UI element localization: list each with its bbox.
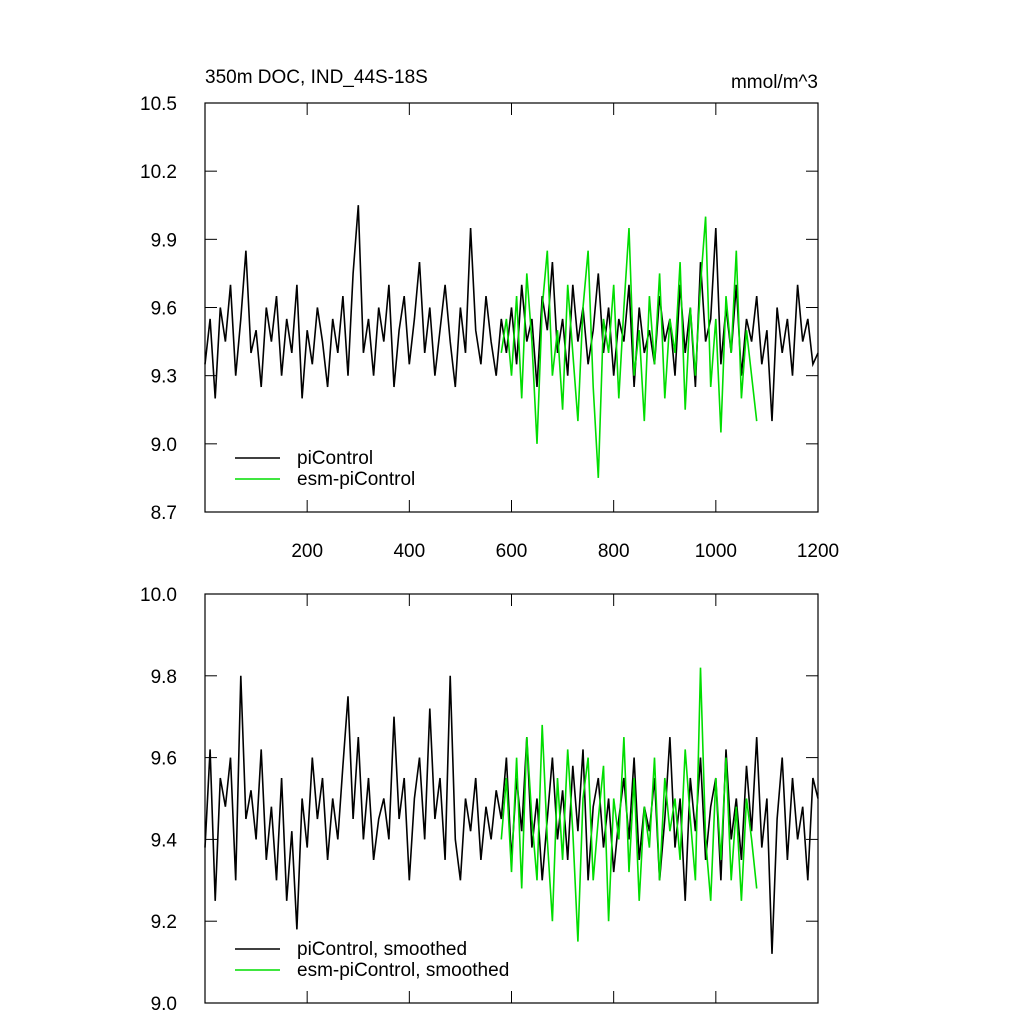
y-tick-label: 9.2 [151, 912, 177, 933]
y-tick-label: 8.7 [151, 503, 177, 524]
y-tick-label: 10.2 [140, 162, 177, 183]
y-tick-label: 9.8 [151, 667, 177, 688]
y-tick-label: 9.3 [151, 367, 177, 388]
legend-label: piControl [297, 448, 373, 469]
y-tick-label: 9.0 [151, 435, 177, 456]
series-line [204, 675, 819, 954]
y-tick-label: 9.6 [151, 299, 177, 320]
x-tick-label: 600 [496, 541, 528, 562]
y-tick-label: 10.5 [140, 94, 177, 115]
x-tick-label: 800 [598, 541, 630, 562]
legend-label: esm-piControl [297, 469, 415, 490]
x-tick-label: 1200 [797, 541, 839, 562]
y-tick-label: 9.4 [151, 830, 178, 851]
series-line [500, 216, 758, 478]
series-line [204, 205, 819, 422]
plot-frame [204, 102, 819, 513]
x-tick-label: 1000 [695, 541, 737, 562]
x-tick-label: 400 [393, 541, 425, 562]
legend-label: esm-piControl, smoothed [297, 960, 509, 981]
y-tick-label: 9.9 [151, 230, 177, 251]
y-tick-label: 10.0 [140, 585, 177, 606]
series-line [500, 667, 758, 942]
chart-title: 350m DOC, IND_44S-18S [205, 67, 428, 88]
plot-frame [204, 593, 819, 1004]
y-tick-label: 9.0 [151, 994, 177, 1015]
legend-label: piControl, smoothed [297, 939, 467, 960]
x-tick-label: 200 [291, 541, 323, 562]
units-label: mmol/m^3 [731, 72, 818, 93]
y-tick-label: 9.6 [151, 749, 177, 770]
